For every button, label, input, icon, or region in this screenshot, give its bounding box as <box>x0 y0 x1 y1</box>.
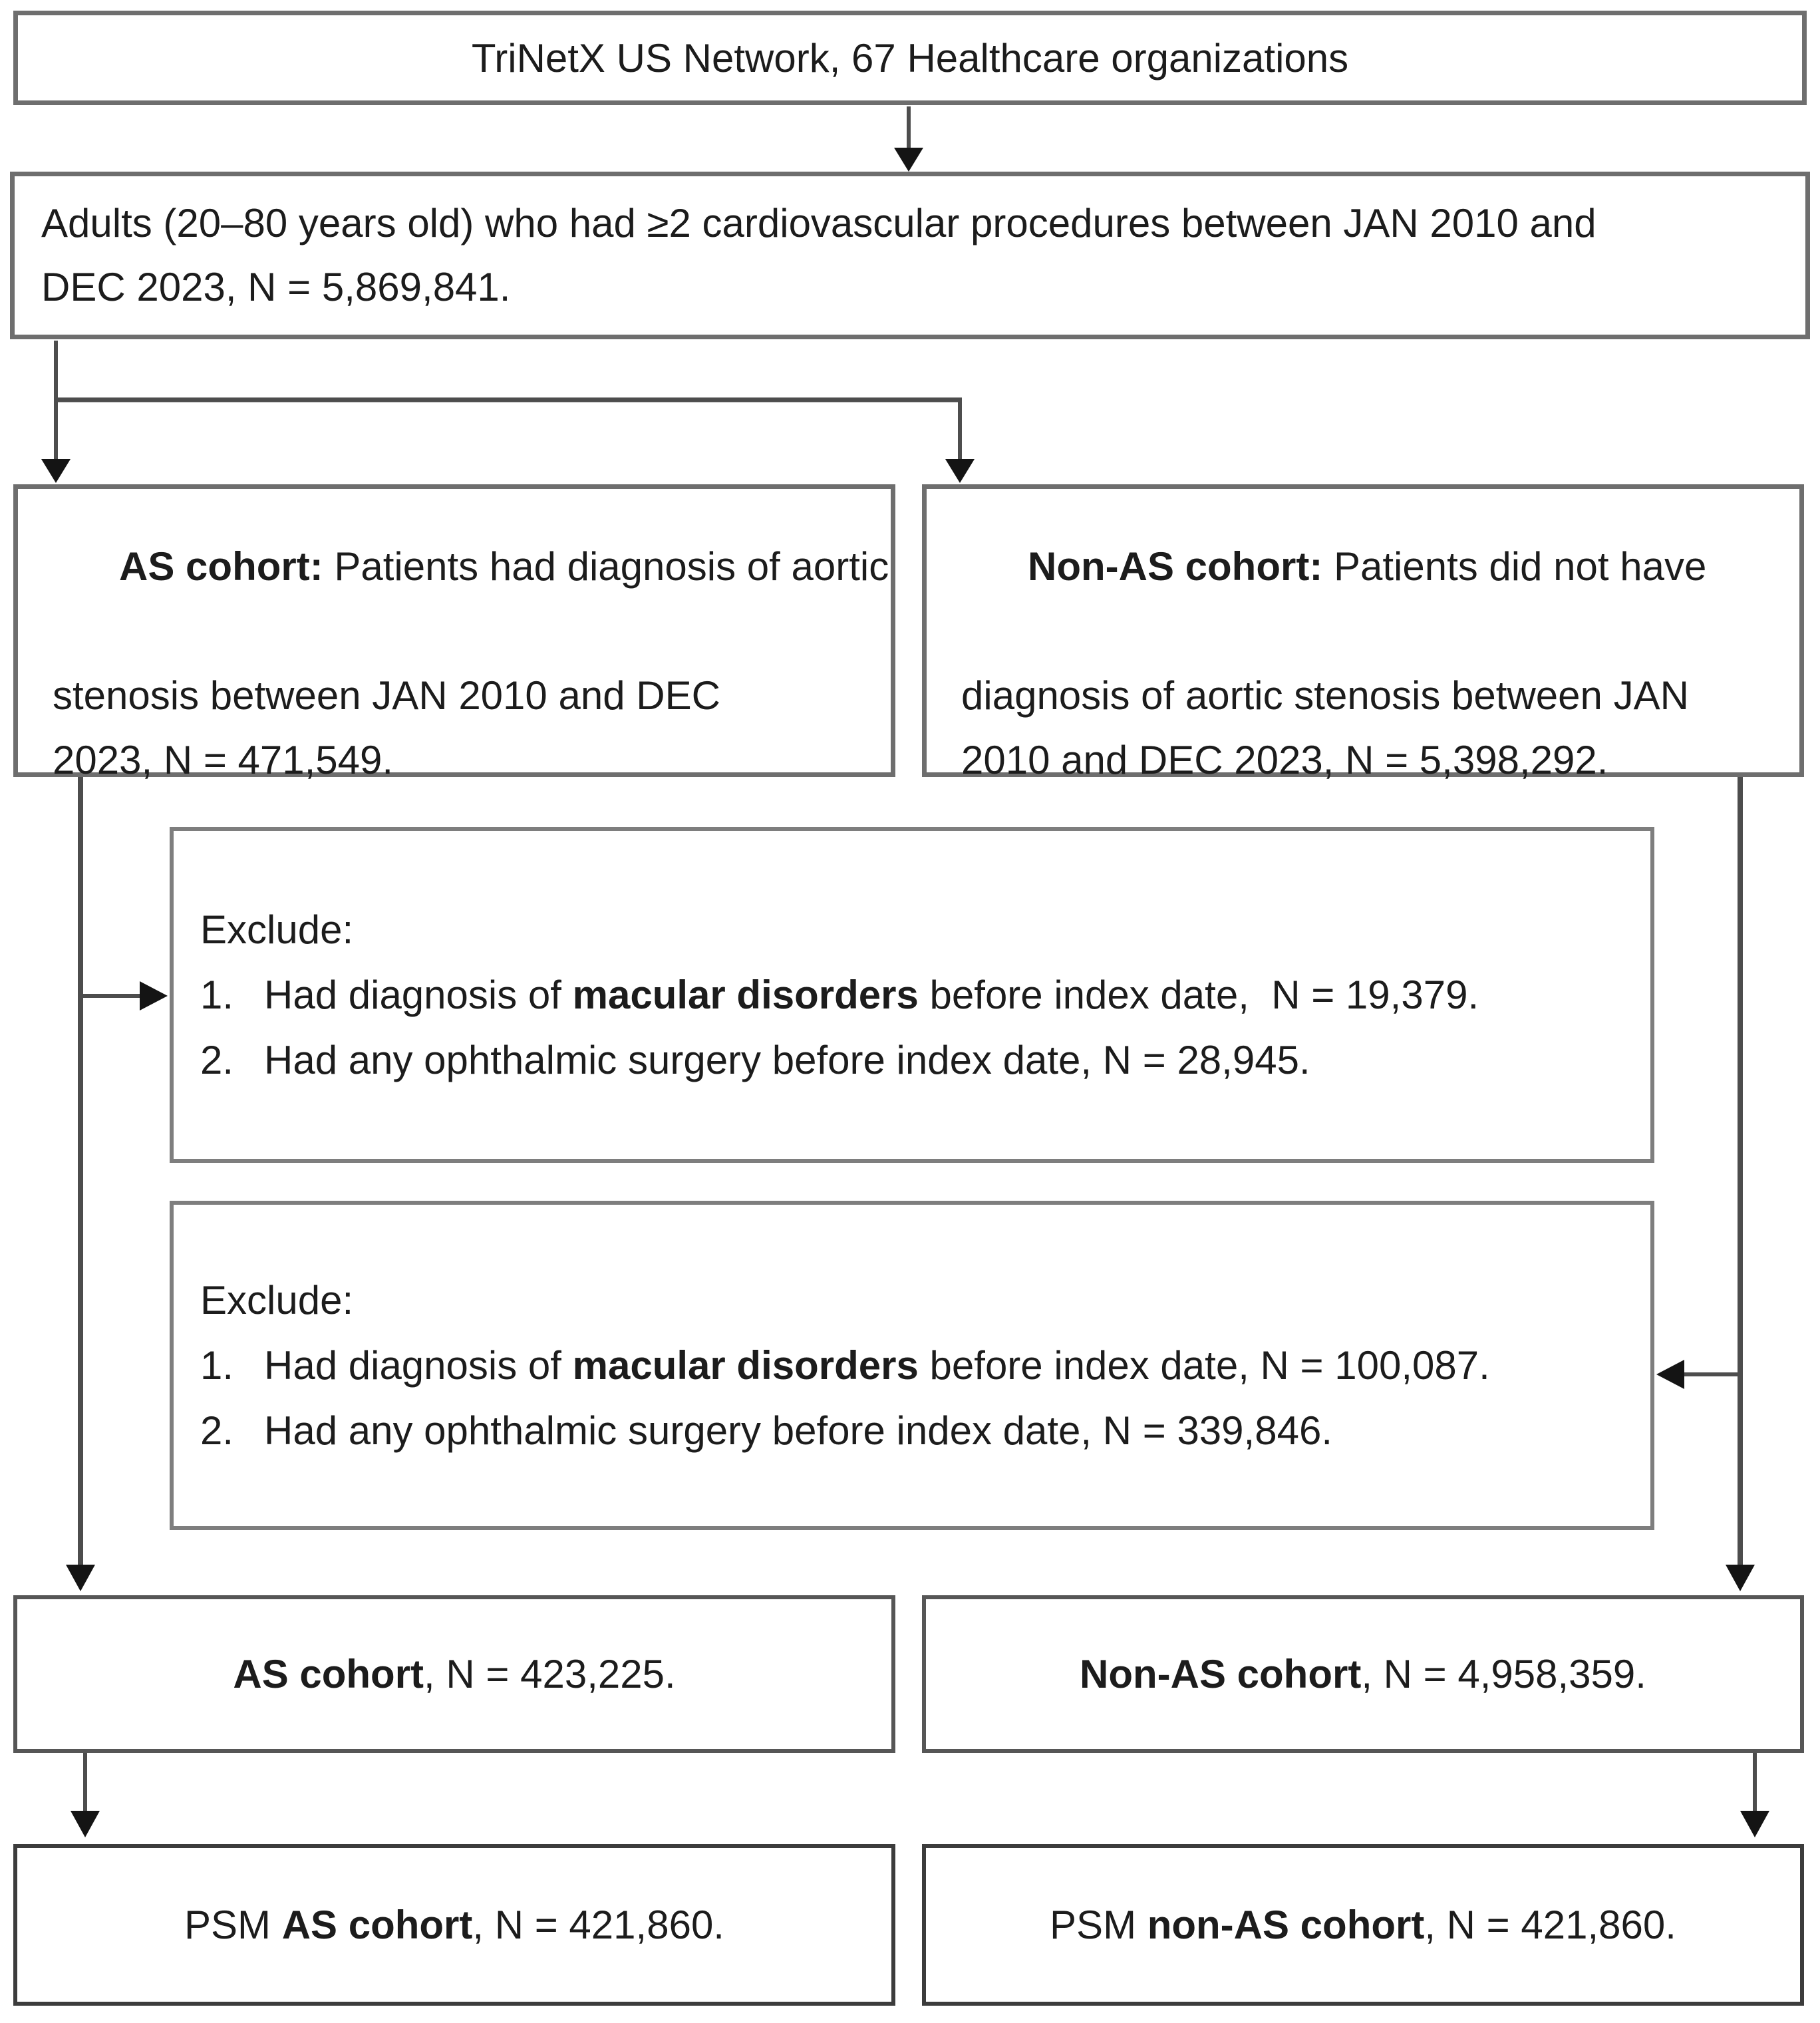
exclude1-item1-emphasis: macular disorders <box>572 972 919 1017</box>
non-as-result-label: Non-AS cohort <box>1080 1652 1362 1696</box>
psm-non-as-prefix: PSM <box>1050 1903 1147 1947</box>
exclude-box-2: Exclude: 1. Had diagnosis of macular dis… <box>170 1201 1654 1530</box>
psm-as-box: PSM AS cohort, N = 421,860. <box>13 1844 895 2006</box>
as-result-label: AS cohort <box>233 1652 424 1696</box>
network-box: TriNetX US Network, 67 Healthcare organi… <box>13 11 1807 105</box>
exclude2-item1-emphasis: macular disorders <box>572 1342 919 1388</box>
non-as-cohort-line3: 2010 and DEC 2023, N = 5,398,292. <box>961 737 1608 782</box>
psm-as-prefix: PSM <box>184 1903 282 1947</box>
exclude1-item2-number: 2. <box>200 1037 234 1082</box>
network-box-text: TriNetX US Network, 67 Healthcare organi… <box>471 35 1349 80</box>
adults-box-line2: DEC 2023, N = 5,869,841. <box>41 265 511 309</box>
non-as-to-result-arrowhead <box>1726 1565 1755 1591</box>
as-cohort-label: AS cohort: <box>119 544 323 589</box>
arrow-to-exclude1-head <box>140 981 168 1011</box>
as-to-result-arrowhead <box>66 1565 95 1591</box>
arrow-network-to-adults-head <box>894 148 923 172</box>
exclude2-item2-number: 2. <box>200 1408 234 1453</box>
exclude2-item-1: 1. Had diagnosis of macular disorders be… <box>200 1342 1490 1388</box>
exclude1-title: Exclude: <box>200 907 354 952</box>
adults-box: Adults (20–80 years old) who had ≥2 card… <box>10 172 1810 339</box>
non-as-cohort-line2: diagnosis of aortic stenosis between JAN <box>961 673 1689 718</box>
exclude-box-1: Exclude: 1. Had diagnosis of macular dis… <box>170 827 1654 1163</box>
psm-as-label: AS cohort <box>281 1903 473 1947</box>
non-as-cohort-line1-rest: Patients did not have <box>1322 544 1707 589</box>
exclude2-item1-number: 1. <box>200 1342 234 1388</box>
psm-as-n: , N = 421,860. <box>472 1903 724 1947</box>
non-as-cohort-label: Non-AS cohort: <box>1028 544 1323 589</box>
as-cohort-line2: stenosis between JAN 2010 and DEC <box>53 673 720 718</box>
exclude1-item-1: 1. Had diagnosis of macular disorders be… <box>200 972 1479 1017</box>
exclude1-item1-number: 1. <box>200 972 234 1017</box>
non-as-result-n: , N = 4,958,359. <box>1361 1652 1646 1696</box>
as-result-box: AS cohort, N = 423,225. <box>13 1595 895 1753</box>
exclude1-item-2: 2. Had any ophthalmic surgery before ind… <box>200 1037 1310 1082</box>
as-cohort-box: AS cohort: Patients had diagnosis of aor… <box>13 484 895 782</box>
exclude2-item-2: 2. Had any ophthalmic surgery before ind… <box>200 1408 1332 1453</box>
as-result-to-psm-arrowhead <box>71 1811 100 1837</box>
psm-non-as-n: , N = 421,860. <box>1424 1903 1676 1947</box>
as-cohort-line3: 2023, N = 471,549. <box>53 737 394 782</box>
adults-box-line1: Adults (20–80 years old) who had ≥2 card… <box>41 201 1596 245</box>
non-as-result-box: Non-AS cohort, N = 4,958,359. <box>922 1595 1804 1753</box>
psm-non-as-box: PSM non-AS cohort, N = 421,860. <box>922 1844 1804 2006</box>
psm-non-as-label: non-AS cohort <box>1147 1903 1425 1947</box>
non-as-cohort-box: Non-AS cohort: Patients did not have dia… <box>922 484 1804 782</box>
as-result-n: , N = 423,225. <box>424 1652 676 1696</box>
non-as-result-to-psm-arrowhead <box>1740 1811 1769 1837</box>
arrow-to-exclude2-head <box>1656 1360 1684 1389</box>
exclude2-title: Exclude: <box>200 1277 354 1323</box>
as-cohort-line1-rest: Patients had diagnosis of aortic <box>323 544 889 589</box>
